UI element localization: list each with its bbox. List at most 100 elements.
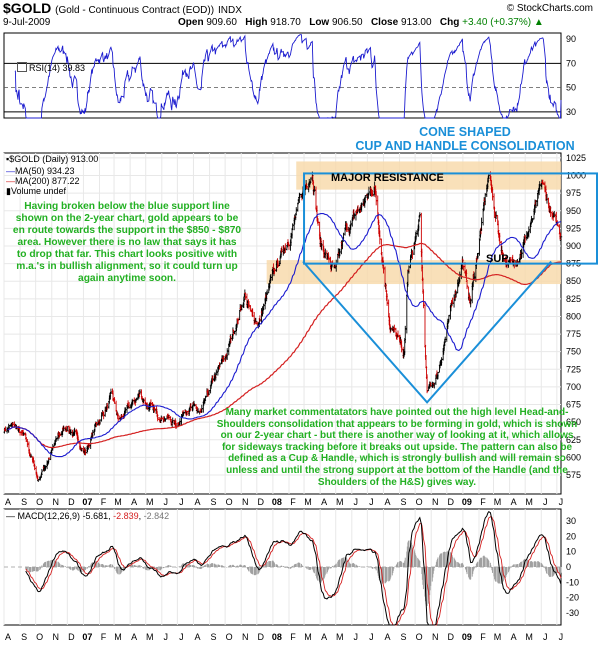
x-tick-label: M	[304, 497, 312, 507]
x-tick-label: M	[146, 632, 154, 642]
macd-tick-label: 20	[566, 531, 576, 541]
open-label: Open	[178, 17, 204, 28]
y-tick-label: 575	[566, 470, 581, 480]
macd-line	[25, 511, 562, 626]
x-tick-label: A	[5, 632, 11, 642]
volume-legend: ▮Volume undef	[6, 186, 66, 196]
chart-title: $GOLD (Gold - Continuous Contract (EOD))…	[3, 0, 242, 16]
copyright: © StockCharts.com	[506, 3, 593, 14]
cone-line-1: CONE SHAPED	[419, 125, 511, 139]
x-tick-label: N	[53, 632, 60, 642]
macd-tick-label: -30	[566, 608, 579, 618]
x-tick-label: O	[36, 632, 43, 642]
cone-line	[302, 260, 552, 404]
rsi-tick-label: 70	[566, 58, 576, 68]
macd-legend-hist: -2.842	[143, 511, 170, 521]
x-tick-label: M	[336, 632, 344, 642]
price-legend: ▪$GOLD (Daily) 913.00	[6, 154, 99, 164]
macd-signal-line	[25, 515, 562, 626]
ma200-line	[7, 242, 561, 449]
x-tick-label: M	[146, 497, 154, 507]
y-tick-label: 1000	[566, 171, 586, 181]
cone-line-2: CUP AND HANDLE CONSOLIDATION	[355, 139, 575, 153]
macd-tick-label: -10	[566, 577, 579, 587]
x-tick-label: D	[448, 632, 455, 642]
x-tick-label: 08	[272, 632, 282, 642]
x-tick-label: A	[384, 632, 390, 642]
macd-tick-label: 10	[566, 547, 576, 557]
x-tick-label: F	[290, 497, 296, 507]
x-tick-label: A	[131, 497, 137, 507]
x-tick-label: J	[179, 632, 184, 642]
y-tick-label: 950	[566, 206, 581, 216]
macd-legend: — MACD(12,26,9) -5.681, -2.839, -2.842	[6, 511, 170, 521]
ma50-line	[7, 212, 562, 458]
x-tick-label: J	[354, 497, 359, 507]
exchange: INDX	[217, 5, 242, 16]
x-tick-label: 09	[462, 632, 472, 642]
x-tick-label: 08	[272, 497, 282, 507]
x-tick-label: M	[114, 632, 122, 642]
x-tick-label: 09	[462, 497, 472, 507]
y-tick-label: 650	[566, 417, 581, 427]
macd-tick-label: 30	[566, 516, 576, 526]
x-tick-label: A	[321, 497, 327, 507]
symbol-description: (Gold - Continuous Contract (EOD))	[55, 5, 215, 16]
low-value: 906.50	[332, 17, 363, 28]
rsi-legend-text: RSI(14) 39.83	[29, 63, 86, 73]
y-tick-label: 975	[566, 188, 581, 198]
x-tick-label: D	[258, 497, 265, 507]
x-tick-label: A	[194, 497, 200, 507]
x-tick-label: J	[354, 632, 359, 642]
ma50-legend: —MA(50) 934.23	[6, 166, 75, 176]
x-tick-label: A	[131, 632, 137, 642]
ma200-legend-text: MA(200) 877.22	[15, 176, 80, 186]
x-tick-label: O	[226, 632, 233, 642]
x-tick-label: N	[242, 497, 249, 507]
x-tick-label: 07	[82, 632, 92, 642]
x-tick-label: S	[211, 632, 217, 642]
y-tick-label: 625	[566, 435, 581, 445]
x-tick-label: A	[511, 632, 517, 642]
macd-tick-label: 0	[566, 562, 571, 572]
macd-tick-label: -20	[566, 593, 579, 603]
x-tick-label: J	[559, 497, 564, 507]
bottom-commentary: Many market commentatators have pointed …	[216, 407, 578, 488]
chg-up-icon: ▲	[533, 17, 544, 28]
y-tick-label: 800	[566, 311, 581, 321]
macd-legend-name: MACD(12,26,9)	[17, 511, 81, 521]
x-tick-label: M	[494, 497, 502, 507]
x-tick-label: M	[525, 497, 533, 507]
x-tick-label: N	[432, 632, 439, 642]
cone-annotation: CONE SHAPED CUP AND HANDLE CONSOLIDATION	[300, 125, 599, 153]
rsi-tick-label: 90	[566, 34, 576, 44]
handle-box	[303, 172, 598, 265]
x-tick-label: F	[290, 632, 296, 642]
macd-histogram	[25, 540, 562, 606]
close-label: Close	[370, 17, 399, 28]
y-tick-label: 825	[566, 294, 581, 304]
rsi-panel	[3, 32, 562, 119]
x-tick-label: M	[304, 632, 312, 642]
x-tick-label: S	[21, 497, 27, 507]
x-tick-label: D	[258, 632, 265, 642]
chart-date: 9-Jul-2009	[3, 17, 51, 28]
macd-legend-value: -5.681	[82, 511, 109, 521]
y-tick-label: 925	[566, 223, 581, 233]
y-tick-label: 775	[566, 329, 581, 339]
x-tick-label: S	[401, 497, 407, 507]
x-tick-label: F	[480, 632, 486, 642]
x-tick-label: J	[369, 632, 374, 642]
support-label: SUP.	[486, 253, 511, 265]
y-tick-label: 600	[566, 452, 581, 462]
x-tick-label: F	[101, 497, 107, 507]
rsi-legend: RSI(14) 39.83	[17, 62, 85, 73]
close-value: 913.00	[400, 17, 432, 28]
x-tick-label: J	[543, 497, 548, 507]
x-tick-label: F	[480, 497, 486, 507]
x-tick-label: S	[211, 497, 217, 507]
high-value: 918.70	[270, 17, 301, 28]
major-resistance-label: MAJOR RESISTANCE	[331, 172, 444, 184]
low-label: Low	[309, 17, 330, 28]
x-tick-label: A	[194, 632, 200, 642]
